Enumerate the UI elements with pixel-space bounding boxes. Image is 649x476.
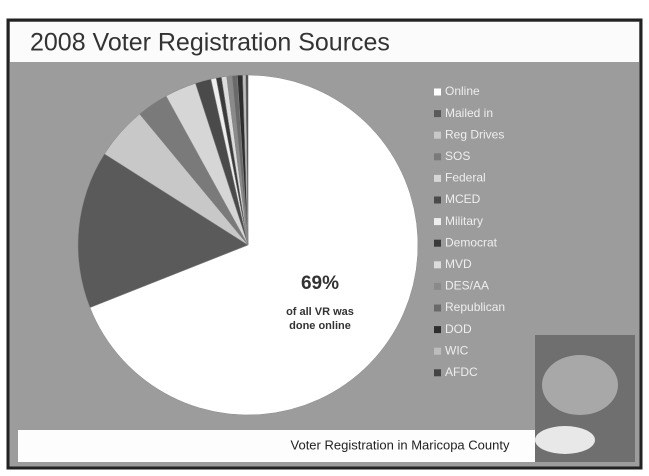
annotation: of all VR was done online xyxy=(286,306,354,332)
legend-swatch xyxy=(434,88,441,96)
footer-text: Voter Registration in Maricopa County xyxy=(291,437,510,452)
legend-swatch xyxy=(434,174,441,182)
pie-slice xyxy=(77,153,249,308)
annotation-line: of all VR was xyxy=(286,306,354,318)
legend-swatch xyxy=(434,369,441,377)
legend-swatch xyxy=(434,153,441,161)
legend-swatch xyxy=(434,218,441,226)
legend-label: Republican xyxy=(445,300,505,314)
pie-slice xyxy=(245,74,249,246)
legend-label: Mailed in xyxy=(445,106,493,120)
annotation-line: done online xyxy=(289,320,351,332)
legend-swatch xyxy=(434,239,441,247)
legend-swatch xyxy=(434,261,441,269)
legend-label: Reg Drives xyxy=(445,127,504,141)
chart-title: 2008 Voter Registration Sources xyxy=(30,29,390,57)
legend-swatch xyxy=(434,196,441,204)
footer-bar xyxy=(18,430,548,462)
pie-slice xyxy=(89,74,419,416)
photo-detail xyxy=(542,355,618,415)
legend-label: Democrat xyxy=(445,235,498,249)
data-label: 69% xyxy=(301,273,339,294)
photo-detail xyxy=(535,426,595,454)
legend-swatch xyxy=(434,131,441,139)
title-bar xyxy=(10,22,639,62)
legend-label: Online xyxy=(445,84,480,98)
legend-label: DES/AA xyxy=(445,279,489,293)
legend-label: SOS xyxy=(445,149,470,163)
legend-label: WIC xyxy=(445,343,469,357)
legend-swatch xyxy=(434,326,441,334)
legend-swatch xyxy=(434,304,441,312)
legend-label: MVD xyxy=(445,257,472,271)
legend-swatch xyxy=(434,282,441,290)
legend-swatch xyxy=(434,347,441,355)
legend-label: AFDC xyxy=(445,365,478,379)
legend-label: Federal xyxy=(445,171,486,185)
legend-swatch xyxy=(434,110,441,118)
legend-label: DOD xyxy=(445,322,472,336)
legend-label: Military xyxy=(445,214,483,228)
legend-label: MCED xyxy=(445,192,481,206)
